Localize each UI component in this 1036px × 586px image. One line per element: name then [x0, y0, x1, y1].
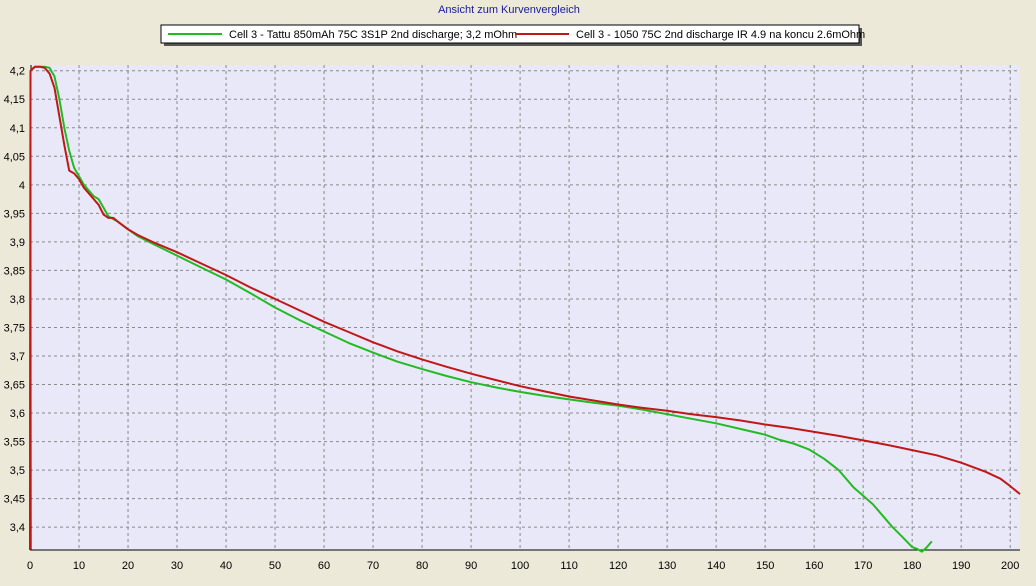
x-tick-label: 30 — [171, 560, 183, 572]
x-tick-label: 170 — [854, 560, 872, 572]
x-tick-label: 110 — [560, 560, 578, 572]
plot-background — [30, 65, 1020, 550]
x-tick-label: 100 — [511, 560, 529, 572]
x-tick-label: 10 — [73, 560, 85, 572]
legend-label-series-2: Cell 3 - 1050 75C 2nd discharge IR 4.9 n… — [576, 29, 865, 41]
x-tick-label: 200 — [1001, 560, 1019, 572]
series-line-2 — [29, 65, 1021, 551]
x-tick-label: 140 — [707, 560, 725, 572]
x-tick-label: 60 — [318, 560, 330, 572]
series-group — [29, 65, 1021, 553]
x-tick-label: 0 — [27, 560, 33, 572]
y-tick-label: 3,8 — [10, 294, 25, 306]
x-tick-label: 50 — [269, 560, 281, 572]
x-tick-label: 70 — [367, 560, 379, 572]
legend: Cell 3 - Tattu 850mAh 75C 3S1P 2nd disch… — [160, 24, 865, 46]
x-tick-label: 150 — [756, 560, 774, 572]
y-tick-label: 4 — [19, 180, 25, 192]
x-tick-label: 120 — [609, 560, 627, 572]
y-tick-label: 3,5 — [10, 465, 25, 477]
y-tick-label: 4,15 — [4, 94, 25, 106]
plot-area — [29, 65, 1021, 553]
x-tick-label: 80 — [416, 560, 428, 572]
y-tick-label: 3,9 — [10, 237, 25, 249]
y-tick-label: 3,45 — [4, 494, 25, 506]
x-tick-label: 40 — [220, 560, 232, 572]
y-tick-label: 4,05 — [4, 151, 25, 163]
y-tick-label: 3,75 — [4, 322, 25, 334]
y-tick-labels: 4,2 4,15 4,1 4,05 4 3,95 3,9 3,85 3,8 3,75 3,7 3,65… — [4, 66, 25, 534]
x-tick-label: 90 — [465, 560, 477, 572]
legend-box — [160, 24, 860, 44]
y-tick-label: 3,6 — [10, 408, 25, 420]
legend-label-series-1: Cell 3 - Tattu 850mAh 75C 3S1P 2nd disch… — [229, 29, 517, 41]
y-tick-label: 4,2 — [10, 66, 25, 78]
grid — [30, 65, 1020, 550]
x-tick-label: 180 — [903, 560, 921, 572]
x-tick-label: 160 — [805, 560, 823, 572]
series-line-1 — [29, 65, 933, 553]
y-tick-label: 3,95 — [4, 208, 25, 220]
chart-title: Ansicht zum Kurvenvergleich — [438, 4, 580, 16]
y-tick-label: 3,65 — [4, 380, 25, 392]
y-tick-label: 3,85 — [4, 265, 25, 277]
y-tick-label: 3,4 — [10, 522, 25, 534]
y-tick-label: 4,1 — [10, 123, 25, 135]
x-tick-label: 190 — [952, 560, 970, 572]
x-tick-label: 130 — [658, 560, 676, 572]
x-tick-labels: 0 10 20 30 40 50 60 70 80 90 100 110 120 130 140 150 160… — [27, 560, 1019, 572]
y-tick-label: 3,55 — [4, 437, 25, 449]
y-tick-label: 3,7 — [10, 351, 25, 363]
x-tick-label: 20 — [122, 560, 134, 572]
